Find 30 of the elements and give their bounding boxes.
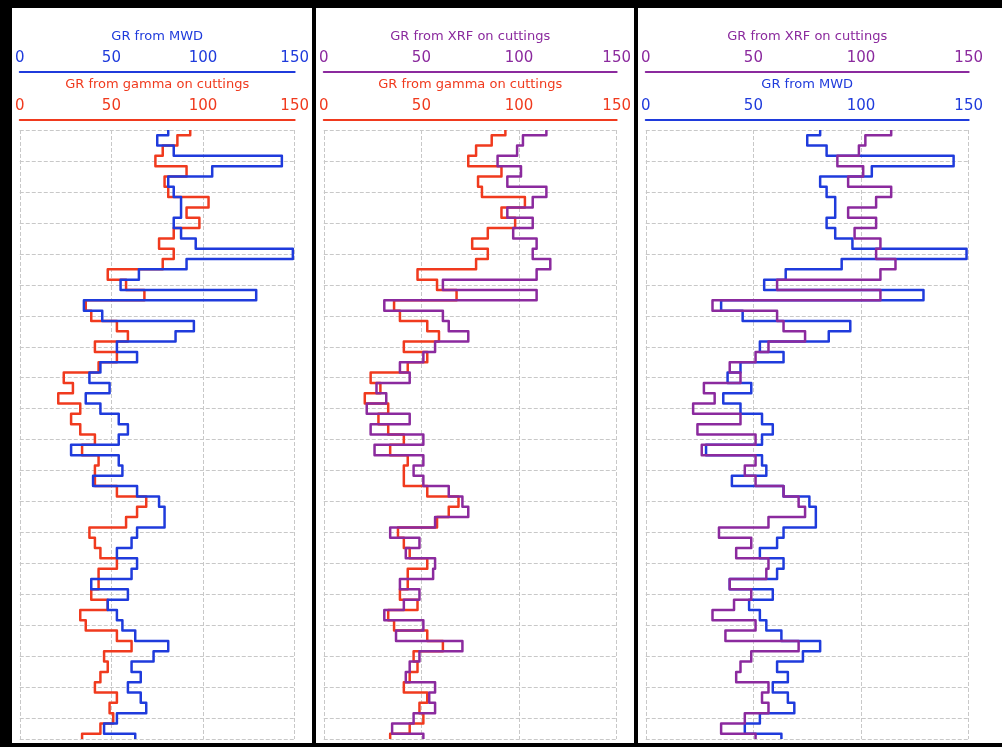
x2-tick-label: 100 [846,95,876,114]
x2-tick-label: 0 [15,95,25,114]
x2-tick-label: 50 [411,95,431,114]
x-tick-label: 100 [188,47,218,66]
x2-tick-label: 100 [504,95,534,114]
x2-tick-label: 0 [319,95,329,114]
x2-axis-title: GR from XRF on cuttings [727,28,888,43]
x-tick-label: 100 [846,47,876,66]
x-axis-title: GR from gamma on cuttings [65,76,250,91]
x2-tick-label: 50 [743,95,763,114]
x2-tick-label: 150 [954,95,984,114]
x-tick-label: 50 [743,47,763,66]
x-tick-label: 150 [602,47,632,66]
x-tick-label: 150 [280,47,310,66]
x-axis-title: GR from MWD [761,76,854,91]
x-tick-label: 150 [954,47,984,66]
x2-tick-label: 50 [101,95,121,114]
x2-tick-label: 100 [188,95,218,114]
x-tick-label: 50 [411,47,431,66]
x-tick-label: 50 [101,47,121,66]
x2-tick-label: 150 [602,95,632,114]
x-tick-label: 0 [319,47,329,66]
x2-tick-label: 0 [641,95,651,114]
x2-axis-title: GR from MWD [111,28,204,43]
x-axis-title: GR from gamma on cuttings [378,76,563,91]
x2-axis-title: GR from XRF on cuttings [390,28,551,43]
x-tick-label: 0 [15,47,25,66]
x-tick-label: 100 [504,47,534,66]
x2-tick-label: 150 [280,95,310,114]
x-tick-label: 0 [641,47,651,66]
